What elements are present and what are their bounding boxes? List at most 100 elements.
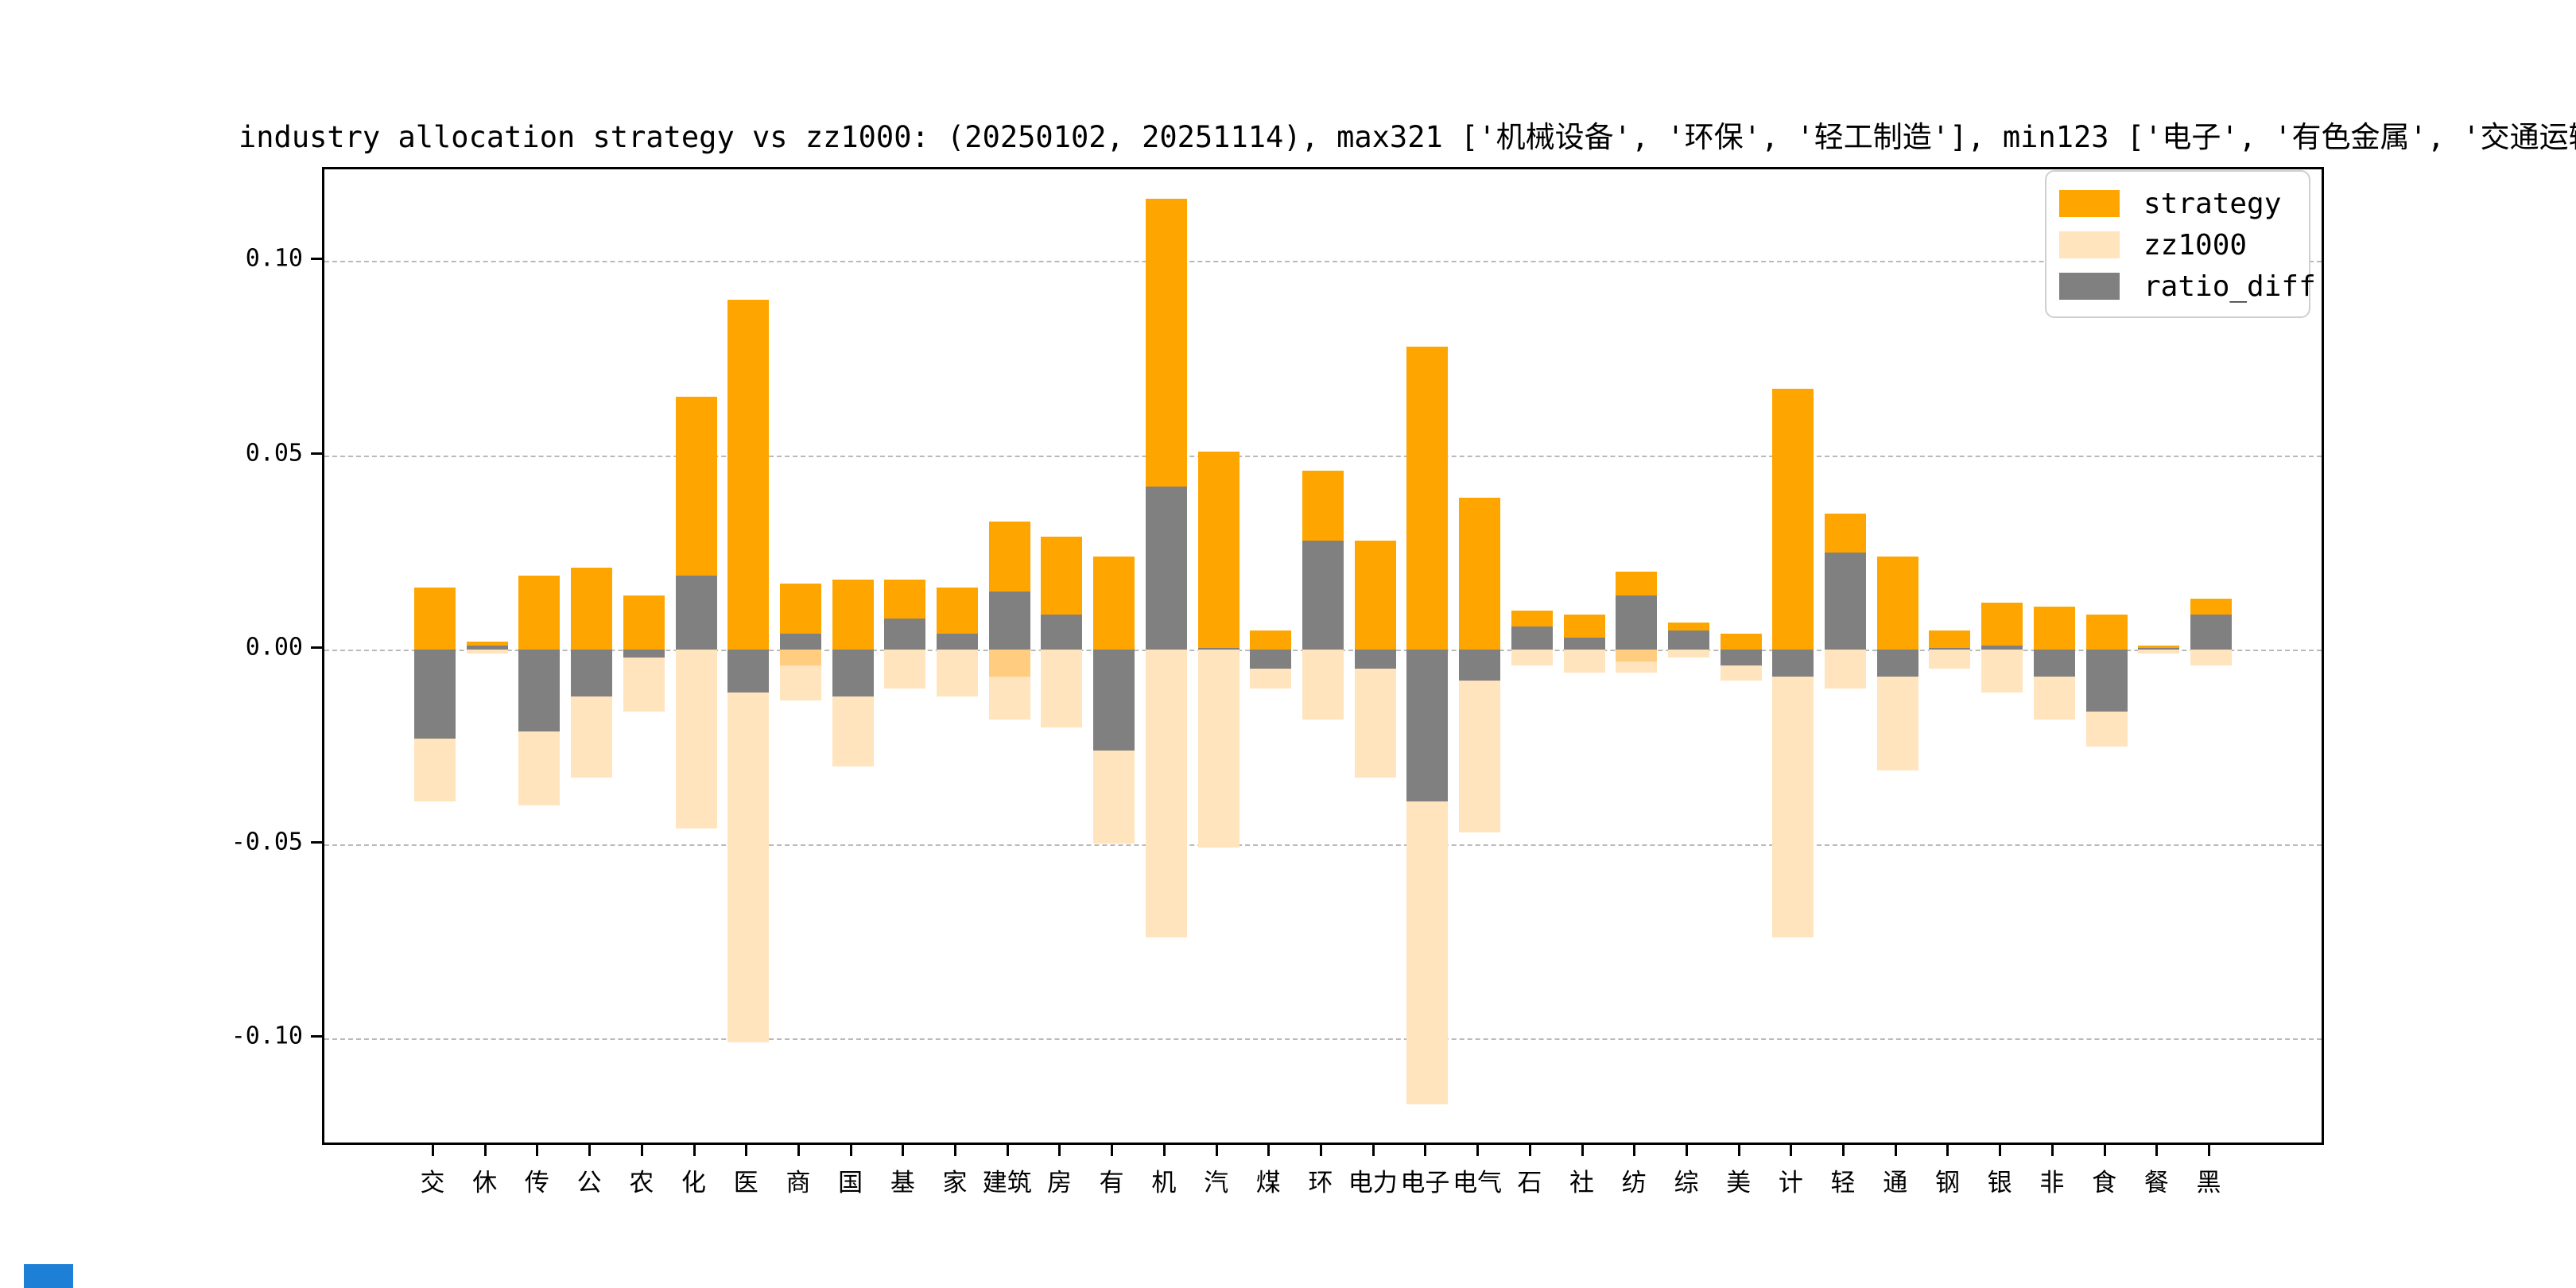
bar-strategy [518, 576, 561, 650]
x-tick-mark [640, 1145, 643, 1156]
x-tick-mark [1424, 1145, 1427, 1156]
bar-strategy [1667, 622, 1709, 630]
bar-ratio-diff [2138, 647, 2180, 650]
x-tick-mark [2208, 1145, 2210, 1156]
x-tick-label: 电子 [1400, 1169, 1450, 1197]
bar-strategy [1459, 498, 1501, 650]
bar-ratio-diff [2033, 650, 2075, 677]
bar-ratio-diff [1354, 650, 1396, 669]
bar-zz1000 [884, 650, 926, 689]
bar-ratio-diff [1667, 630, 1709, 650]
plot-area [322, 167, 2324, 1145]
bar-ratio-diff [884, 618, 926, 650]
bar-ratio-diff [675, 576, 717, 650]
x-tick-mark [432, 1145, 434, 1156]
bar-strategy [884, 579, 926, 619]
bar-zz1000 [1616, 661, 1658, 673]
bar-strategy [988, 521, 1030, 592]
bar-zz1000 [1511, 650, 1553, 665]
legend-label: ratio_diff [2143, 270, 2316, 303]
legend-item-zz1000: zz1000 [2046, 224, 2309, 266]
x-tick-label: 交 [420, 1169, 445, 1197]
bar-zz1000 [414, 739, 456, 801]
x-tick-mark [692, 1145, 696, 1156]
ratio-diff-swatch-icon [2059, 273, 2120, 300]
bar-zz1000 [1406, 801, 1449, 1105]
x-tick-label: 黑 [2196, 1169, 2221, 1197]
bar-ratio-diff [988, 591, 1030, 650]
bar-strategy [1929, 630, 1971, 648]
bar-zz1000 [518, 731, 561, 805]
bar-zz1000 [1197, 650, 1240, 848]
strategy-swatch-icon [2059, 190, 2120, 217]
x-tick-label: 食 [2092, 1169, 2117, 1197]
x-tick-mark [902, 1145, 905, 1156]
bar-overlap [1616, 650, 1658, 661]
x-tick-mark [2050, 1145, 2054, 1156]
bar-strategy [1145, 198, 1187, 487]
x-tick-label: 建筑 [982, 1169, 1032, 1197]
bar-ratio-diff [1250, 650, 1292, 669]
bar-zz1000 [727, 692, 770, 1042]
bar-zz1000 [1354, 669, 1396, 778]
bar-strategy [571, 568, 613, 650]
x-tick-label: 煤 [1255, 1169, 1281, 1197]
bar-overlap [988, 650, 1030, 677]
x-tick-label: 银 [1987, 1169, 2012, 1197]
x-tick-label: 传 [524, 1169, 549, 1197]
x-tick-mark [2155, 1145, 2159, 1156]
x-tick-mark [1267, 1145, 1271, 1156]
x-tick-label: 休 [472, 1169, 498, 1197]
bar-ratio-diff [937, 634, 979, 650]
bar-zz1000 [1667, 650, 1709, 658]
bar-ratio-diff [1720, 650, 1762, 665]
bar-ratio-diff [623, 650, 665, 658]
x-tick-label: 轻 [1830, 1169, 1856, 1197]
bar-zz1000 [1041, 650, 1083, 727]
bar-ratio-diff [1511, 626, 1553, 650]
x-tick-label: 机 [1151, 1169, 1177, 1197]
bar-strategy [832, 579, 874, 650]
zz1000-swatch-icon [2059, 231, 2120, 258]
x-tick-mark [1058, 1145, 1061, 1156]
x-tick-label: 环 [1308, 1169, 1333, 1197]
bar-ratio-diff [466, 646, 508, 650]
bar-ratio-diff [1616, 595, 1658, 650]
bar-zz1000 [2085, 712, 2128, 747]
bar-zz1000 [1772, 677, 1814, 937]
bar-strategy [466, 642, 508, 646]
bar-strategy [1302, 471, 1344, 541]
bar-strategy [414, 587, 456, 650]
y-tick-mark [311, 258, 322, 260]
bar-zz1000 [1459, 681, 1501, 832]
x-tick-label: 汽 [1204, 1169, 1229, 1197]
y-tick-label: 0.00 [245, 633, 303, 661]
y-tick-label: -0.05 [231, 828, 303, 855]
bar-zz1000 [1929, 650, 1971, 669]
x-tick-mark [1842, 1145, 1845, 1156]
bar-ratio-diff [1041, 614, 1083, 650]
bar-strategy [1616, 572, 1658, 596]
x-tick-mark [1999, 1145, 2002, 1156]
bar-ratio-diff [779, 634, 821, 650]
x-tick-mark [1790, 1145, 1793, 1156]
x-tick-mark [1162, 1145, 1166, 1156]
x-tick-mark [1737, 1145, 1740, 1156]
x-tick-mark [1476, 1145, 1480, 1156]
bar-ratio-diff [414, 650, 456, 739]
bar-zz1000 [2033, 677, 2075, 720]
bar-strategy [623, 595, 665, 650]
x-tick-label: 房 [1046, 1169, 1072, 1197]
bar-ratio-diff [571, 650, 613, 696]
x-tick-mark [1528, 1145, 1531, 1156]
bar-strategy [2085, 614, 2128, 650]
bar-zz1000 [466, 650, 508, 654]
x-tick-label: 家 [942, 1169, 968, 1197]
bar-ratio-diff [1981, 646, 2023, 650]
bar-strategy [1825, 513, 1867, 553]
x-tick-label: 社 [1569, 1169, 1595, 1197]
gridline [324, 455, 2322, 457]
blue-artifact [24, 1264, 73, 1288]
bar-overlap [779, 650, 821, 665]
y-tick-label: 0.05 [245, 439, 303, 467]
